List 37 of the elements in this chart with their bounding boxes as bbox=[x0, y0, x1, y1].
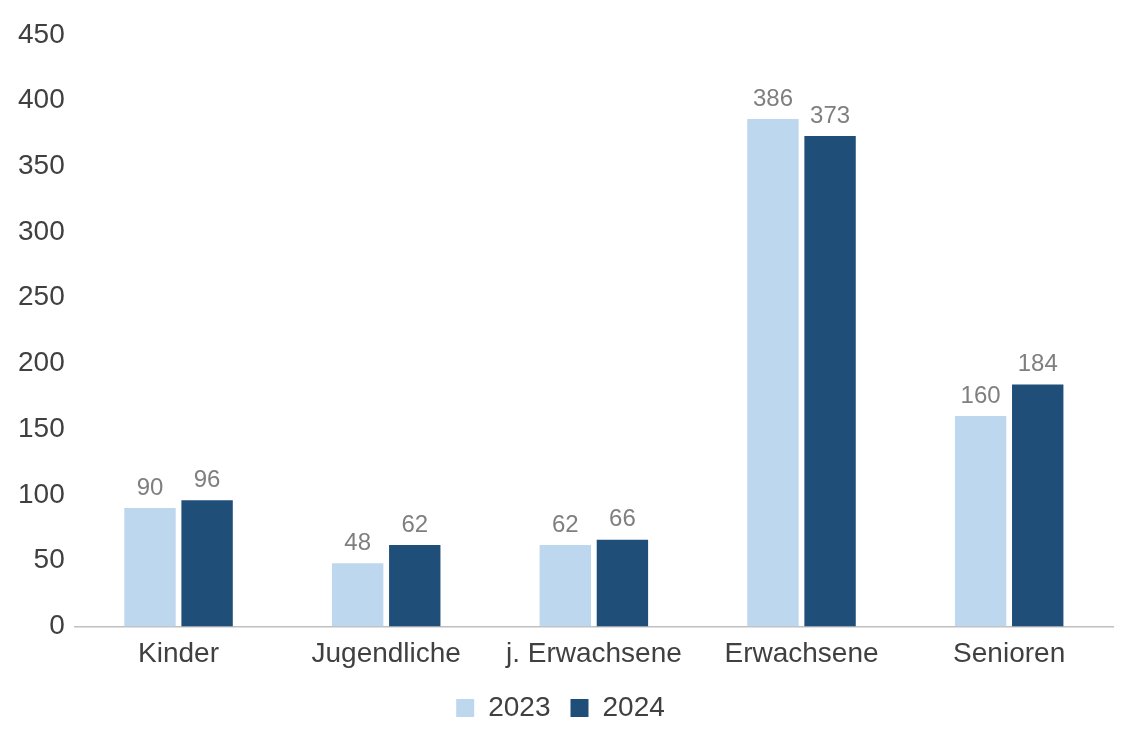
bar bbox=[331, 563, 384, 627]
x-tick-label: Senioren bbox=[953, 636, 1066, 668]
bar bbox=[804, 136, 856, 627]
legend-label: 2024 bbox=[602, 690, 665, 722]
data-label: 386 bbox=[752, 83, 793, 111]
data-label: 62 bbox=[401, 509, 429, 537]
y-tick-label: 350 bbox=[18, 148, 65, 180]
data-label: 160 bbox=[960, 380, 1001, 408]
data-label: 66 bbox=[609, 504, 636, 532]
y-tick-label: 0 bbox=[49, 609, 65, 641]
data-label: 62 bbox=[551, 509, 579, 537]
y-tick-label: 100 bbox=[18, 477, 65, 509]
bar bbox=[389, 544, 441, 627]
bar bbox=[596, 539, 649, 627]
bar bbox=[1012, 384, 1064, 627]
data-label: 96 bbox=[193, 464, 221, 492]
bar bbox=[181, 500, 233, 627]
data-label: 90 bbox=[136, 472, 164, 500]
data-label: 373 bbox=[810, 100, 851, 128]
bar bbox=[124, 508, 176, 627]
y-tick-label: 400 bbox=[18, 83, 65, 115]
x-tick-label: Kinder bbox=[138, 636, 220, 668]
x-tick-label: j. Erwachsene bbox=[504, 636, 682, 668]
x-tick-label: Erwachsene bbox=[724, 636, 879, 668]
bar bbox=[539, 544, 591, 627]
y-tick-label: 300 bbox=[18, 214, 65, 246]
data-label: 184 bbox=[1017, 349, 1058, 377]
y-tick-label: 450 bbox=[18, 17, 65, 49]
bar bbox=[954, 416, 1007, 627]
x-tick-label: Jugendliche bbox=[311, 636, 461, 668]
legend-label: 2023 bbox=[488, 690, 551, 722]
y-tick-label: 150 bbox=[18, 411, 65, 443]
y-tick-label: 200 bbox=[18, 346, 65, 378]
y-tick-label: 250 bbox=[18, 280, 65, 312]
data-label: 48 bbox=[344, 527, 371, 555]
y-tick-label: 50 bbox=[33, 543, 65, 575]
bar bbox=[747, 118, 799, 627]
